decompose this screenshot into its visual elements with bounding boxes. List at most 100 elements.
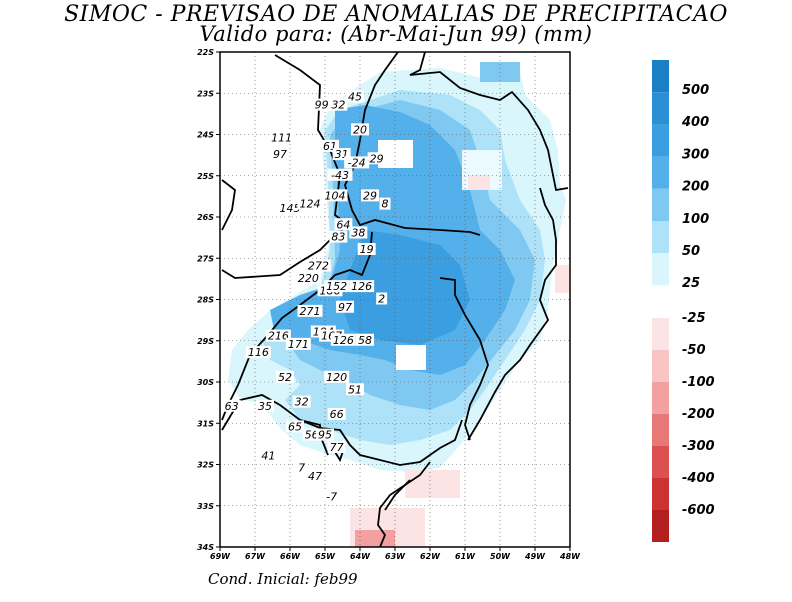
contour-label: 66 — [330, 408, 344, 421]
contour-label-bg — [269, 131, 295, 144]
colorbar-cell — [652, 156, 669, 189]
contour-label: 41 — [261, 449, 275, 462]
contour-label-bg — [285, 337, 311, 350]
contour-label: 171 — [288, 338, 309, 351]
contour-label-bg — [330, 333, 356, 346]
colorbar-cell — [652, 350, 669, 382]
contour-label: 126 — [351, 280, 372, 293]
lat-tick-label: 26S — [197, 213, 214, 222]
contour-label: 272 — [308, 260, 329, 273]
contour-label: 19 — [360, 243, 374, 256]
shade-neg — [355, 530, 395, 547]
lon-tick-label: 61W — [455, 552, 476, 561]
contour-label: 111 — [271, 132, 292, 145]
contour-label: 47 — [308, 470, 322, 483]
contour-label: 97 — [338, 301, 352, 314]
border-line — [439, 277, 489, 441]
contour-label: 104 — [325, 189, 346, 202]
longitude-ticks: 69W 67W 66W 65W 64W 63W 62W 61W 50W 49W 48W — [210, 547, 581, 561]
contour-label: 58 — [358, 334, 372, 347]
contour-label: 126 — [333, 334, 354, 347]
shade-300 — [340, 230, 470, 345]
contour-label: -24 — [348, 156, 366, 169]
contour-label: 63 — [225, 400, 239, 413]
contour-label-bg — [305, 259, 331, 272]
colorbar-cell — [652, 188, 669, 221]
lat-tick-label: 22S — [197, 48, 214, 57]
colorbar-label: 400 — [681, 115, 709, 130]
contour-label: -7 — [326, 491, 337, 504]
contour-label-bg — [351, 123, 369, 136]
contour-label: 95 — [318, 429, 332, 442]
latitude-ticks: 22S 23S 24S 25S 26S 27S 28S 29S 30S 31S 32S 33S 34S — [197, 48, 220, 552]
lon-tick-label: 65W — [315, 552, 336, 561]
contour-label: 45 — [348, 90, 362, 103]
shade-neg — [405, 470, 460, 498]
contour-label-bg — [322, 189, 348, 202]
contour-label: 145 — [280, 202, 301, 215]
contour-label: 271 — [300, 305, 321, 318]
contour-label: 20 — [353, 123, 367, 136]
shade-hole — [396, 345, 426, 370]
lat-tick-label: 30S — [197, 378, 214, 387]
contour-label-bg — [286, 420, 304, 433]
contour-label: 83 — [331, 231, 345, 244]
contour-label-bg — [324, 280, 350, 293]
colorbar-label: -100 — [682, 375, 715, 390]
contour-label-bg — [312, 98, 331, 111]
contour-label-bg — [271, 148, 289, 161]
contour-label-bg — [334, 218, 353, 231]
colorbar-positive: 500 400 300 200 100 50 25 — [652, 60, 709, 291]
lon-tick-label: 48W — [559, 552, 581, 561]
colorbar-cell — [652, 382, 669, 414]
lon-tick-label: 66W — [280, 552, 301, 561]
contour-label-bg — [327, 441, 346, 453]
colorbar-label: 50 — [682, 244, 700, 259]
lon-tick-label: 49W — [524, 552, 546, 561]
contour-label: 124 — [300, 198, 321, 211]
colorbar-label: 500 — [682, 83, 709, 98]
contour-label: 220 — [298, 272, 319, 285]
contour-label-bg — [296, 461, 308, 474]
anomaly-shading — [228, 62, 569, 547]
colorbar-cell — [652, 446, 669, 478]
contour-label-bg — [297, 304, 323, 317]
shade-neg — [468, 175, 490, 190]
contour-label: 216 — [268, 330, 289, 343]
colorbar-label: 100 — [682, 212, 709, 227]
colorbar-label: 200 — [682, 180, 709, 195]
colorbar-label: -50 — [682, 343, 706, 358]
contour-label-bg — [344, 156, 370, 169]
colorbar-label: -400 — [682, 471, 715, 486]
contour-label: 99 — [315, 99, 329, 112]
lat-tick-label: 34S — [197, 543, 214, 552]
contour-label-bg — [376, 292, 388, 305]
lat-tick-label: 28S — [197, 296, 214, 305]
contour-label-bg — [327, 168, 353, 181]
contour-label: 29 — [370, 152, 384, 165]
contour-label-bg — [336, 300, 354, 313]
lon-tick-label: 64W — [350, 552, 371, 561]
contour-label-bg — [379, 197, 391, 210]
colorbar-cell — [652, 510, 669, 542]
colorbar-label: -300 — [682, 439, 715, 454]
border-line — [221, 394, 463, 466]
colorbar-cell — [652, 414, 669, 446]
contour-label-bg — [346, 90, 364, 103]
border-line — [467, 187, 557, 441]
colorbar-cell — [652, 318, 669, 350]
contour-label-bg — [356, 333, 374, 346]
contour-label: 116 — [248, 346, 269, 359]
colorbar-label: -200 — [682, 407, 715, 422]
lat-tick-label: 32S — [197, 461, 214, 470]
colorbar-label: -25 — [682, 311, 706, 326]
lon-tick-label: 69W — [210, 552, 231, 561]
lat-tick-label: 23S — [197, 89, 214, 98]
contour-label-bg — [259, 449, 278, 462]
contour-label: 29 — [363, 189, 377, 202]
contour-label-bg — [329, 230, 348, 243]
contour-label-bg — [361, 189, 379, 202]
contour-label-bg — [256, 399, 274, 412]
contour-label: 120 — [326, 371, 347, 384]
